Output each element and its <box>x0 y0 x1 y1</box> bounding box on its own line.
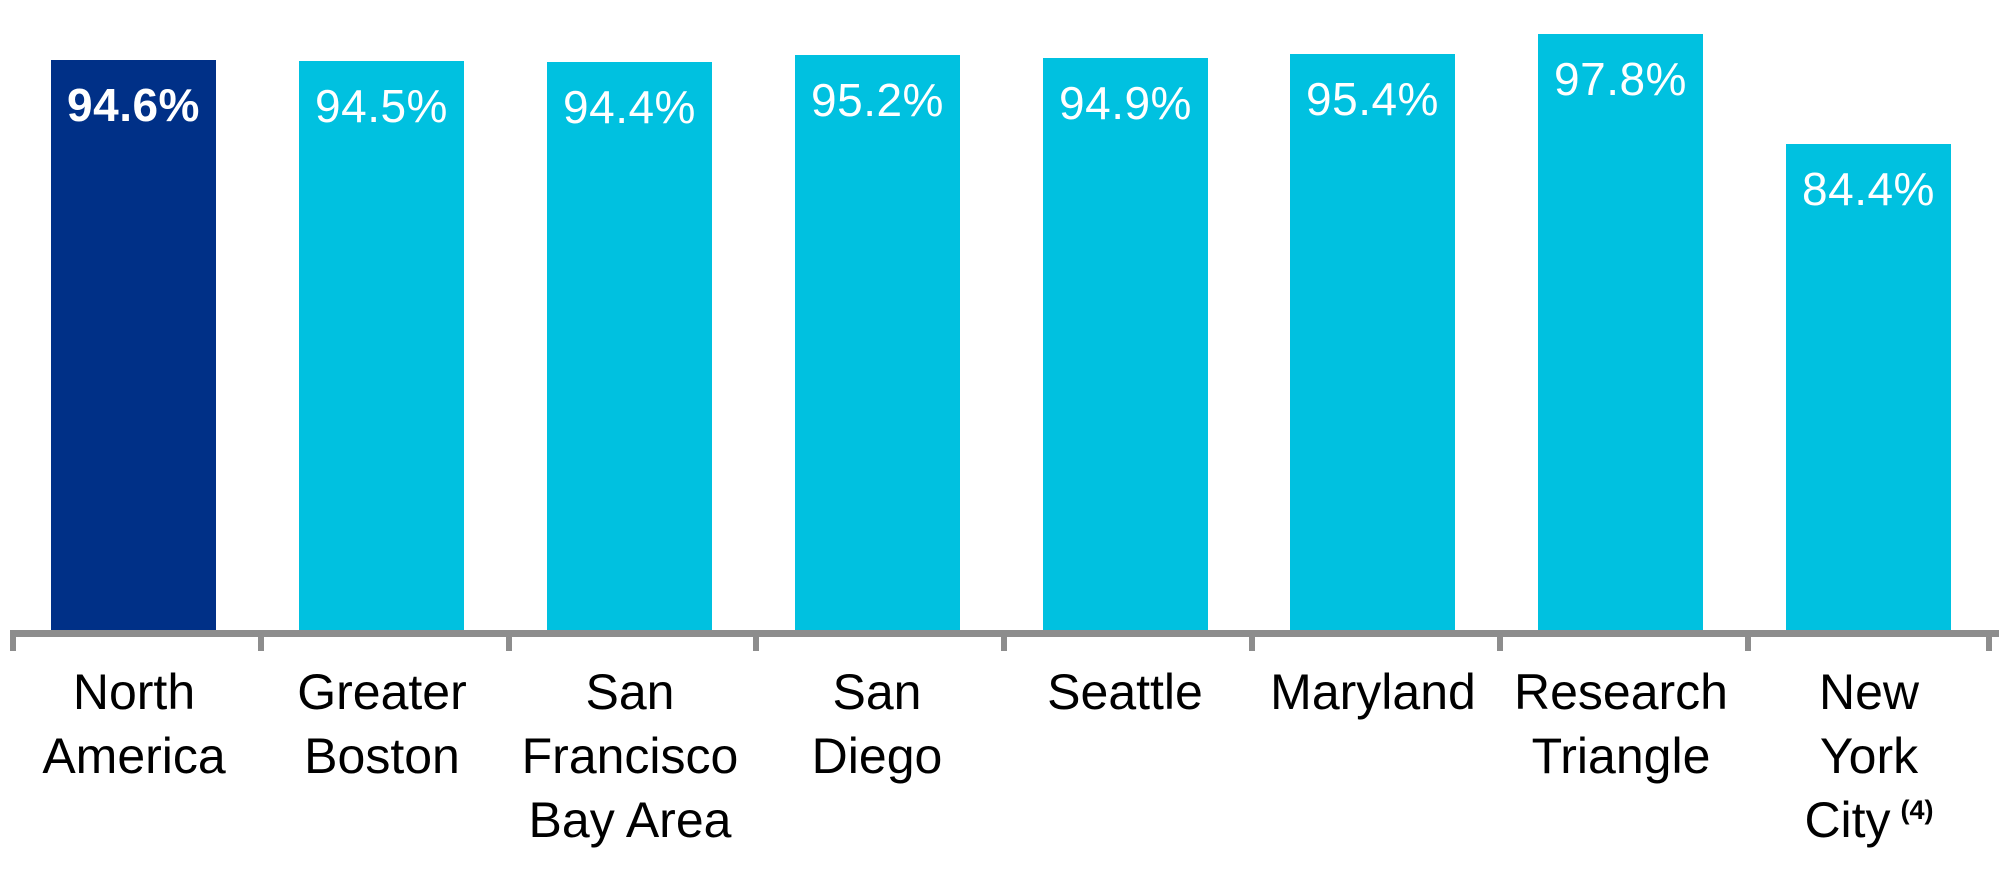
axis-tick <box>10 630 16 651</box>
category-label-text: San <box>585 664 675 720</box>
category-label-line: San <box>753 660 1001 724</box>
category-label: Seattle <box>1001 660 1249 724</box>
bar-value-label: 94.9% <box>1059 77 1192 129</box>
category-label: Maryland <box>1249 660 1497 724</box>
category-label-text: Maryland <box>1270 664 1476 720</box>
category-label: North America <box>10 660 258 788</box>
bar-value-label: 94.4% <box>563 81 696 133</box>
category-label-line: San <box>506 660 754 724</box>
category-label: New York City (4) <box>1745 660 1993 852</box>
category-label-text: New <box>1818 664 1920 720</box>
bar-value-label: 84.4% <box>1802 163 1935 215</box>
category-label-line: Seattle <box>1001 660 1249 724</box>
category-label-line: Greater <box>258 660 506 724</box>
category-label: San Diego <box>753 660 1001 788</box>
category-label-text: Greater <box>297 664 467 720</box>
bar-value-label: 97.8% <box>1554 53 1687 105</box>
category-label-line: America <box>10 724 258 788</box>
bar: 95.4% <box>1290 54 1455 630</box>
category-label-line: Bay Area <box>506 788 754 852</box>
category-label: Research Triangle <box>1497 660 1745 788</box>
bar: 94.6% <box>51 60 216 630</box>
footnote-marker: (4) <box>1900 795 1934 826</box>
category-label-text: York <box>1819 728 1919 784</box>
category-label: Greater Boston <box>258 660 506 788</box>
category-label-line: Maryland <box>1249 660 1497 724</box>
bar: 84.4% <box>1786 144 1951 630</box>
bar: 97.8% <box>1538 34 1703 630</box>
bar: 94.5% <box>299 61 464 630</box>
category-label-text: America <box>42 728 226 784</box>
bar-value-label: 95.2% <box>811 74 944 126</box>
category-label-text: Research <box>1514 664 1728 720</box>
category-label-text: North <box>72 664 196 720</box>
category-label-text: San <box>832 664 922 720</box>
axis-tick <box>1986 630 1992 651</box>
category-label-text: Seattle <box>1047 664 1203 720</box>
category-label-text: Diego <box>811 728 943 784</box>
category-label-text: Francisco <box>521 728 739 784</box>
category-label-line: Triangle <box>1497 724 1745 788</box>
category-label-text: Boston <box>304 728 460 784</box>
bar-value-label: 95.4% <box>1306 73 1439 125</box>
axis-tick <box>1001 630 1007 651</box>
category-label-line: Francisco <box>506 724 754 788</box>
category-label-line: York <box>1745 724 1993 788</box>
category-label-line: New <box>1745 660 1993 724</box>
bar: 94.9% <box>1043 58 1208 630</box>
axis-tick <box>753 630 759 651</box>
category-label-line: Boston <box>258 724 506 788</box>
category-label-text: Bay Area <box>528 792 732 848</box>
category-label: San Francisco Bay Area <box>506 660 754 852</box>
axis-tick <box>1497 630 1503 651</box>
category-label-text: City <box>1804 792 1891 848</box>
bar: 94.4% <box>547 62 712 630</box>
axis-tick <box>506 630 512 651</box>
category-label-line: Research <box>1497 660 1745 724</box>
category-label-line: North <box>10 660 258 724</box>
category-label-line: City (4) <box>1745 788 1993 852</box>
category-label-text: Triangle <box>1531 728 1711 784</box>
bar: 95.2% <box>795 55 960 630</box>
category-label-line: Diego <box>753 724 1001 788</box>
bar-value-label: 94.5% <box>315 80 448 132</box>
bar-value-label: 94.6% <box>67 79 200 131</box>
axis-tick <box>258 630 264 651</box>
axis-tick <box>1745 630 1751 651</box>
axis-tick <box>1249 630 1255 651</box>
